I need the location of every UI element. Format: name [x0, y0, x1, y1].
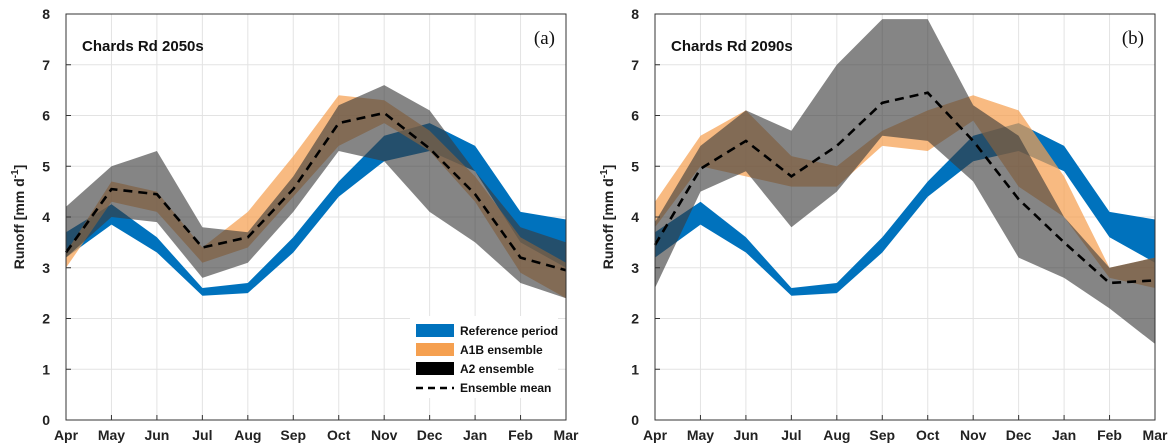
- y-tick-label: 1: [631, 361, 639, 377]
- y-tick-label: 3: [42, 260, 50, 276]
- legend: Reference period A1B ensemble A2 ensemble E…: [410, 316, 558, 398]
- x-tick-label: May: [98, 427, 125, 443]
- y-tick-label: 0: [42, 412, 50, 428]
- y-tick-label: 6: [631, 108, 639, 124]
- y-tick-label: 8: [631, 6, 639, 22]
- band-a2-ensemble: [66, 85, 566, 299]
- legend-label: A1B ensemble: [460, 343, 543, 357]
- x-tick-label: Apr: [643, 427, 668, 443]
- x-tick-label: Sep: [280, 427, 306, 443]
- panel-a: 0 1 2 3 4 5 6 7 8 Apr May Jun Jul Aug Sep Oct Nov Dec Jan F…: [10, 6, 579, 443]
- chart-title: Chards Rd 2050s: [82, 38, 204, 55]
- y-tick-label: 3: [631, 260, 639, 276]
- x-tick-label: Feb: [508, 427, 533, 443]
- y-tick-label: 5: [42, 158, 50, 174]
- y-tick-label: 2: [42, 311, 50, 327]
- band-a1b-ensemble: [655, 95, 1155, 288]
- y-axis-label: Runoff [mm d-1]: [10, 165, 27, 270]
- x-tick-label: Jan: [1052, 427, 1076, 443]
- y-axis-label-end: ]: [600, 165, 616, 170]
- y-tick-label: 1: [42, 361, 50, 377]
- y-axis-label-main: Runoff [mm d: [11, 178, 27, 269]
- legend-label: Ensemble mean: [460, 381, 551, 395]
- y-axis-label-sup: -1: [599, 169, 610, 178]
- ensemble-mean-line: [653, 91, 1156, 285]
- x-tick-label: Oct: [327, 427, 351, 443]
- x-tick-label: May: [687, 427, 714, 443]
- x-tick-label: Oct: [916, 427, 940, 443]
- y-tick-label: 4: [631, 209, 639, 225]
- legend-label: A2 ensemble: [460, 362, 534, 376]
- x-tick-label: Mar: [1143, 427, 1168, 443]
- x-tick-label: Sep: [869, 427, 895, 443]
- x-tick-label: Jun: [733, 427, 758, 443]
- panel-label: (b): [1122, 28, 1144, 49]
- x-tick-label: Jul: [192, 427, 212, 443]
- x-tick-label: Mar: [554, 427, 579, 443]
- y-tick-label: 8: [42, 6, 50, 22]
- chart-title: Chards Rd 2090s: [671, 38, 793, 55]
- x-tick-label: Jun: [144, 427, 169, 443]
- y-tick-label: 0: [631, 412, 639, 428]
- x-tick-label: Apr: [54, 427, 79, 443]
- x-tick-label: Dec: [417, 427, 443, 443]
- x-tick-label: Nov: [960, 427, 987, 443]
- y-axis-label-main: Runoff [mm d: [600, 178, 616, 269]
- x-tick-label: Nov: [371, 427, 398, 443]
- legend-label: Reference period: [460, 324, 558, 338]
- y-tick-label: 2: [631, 311, 639, 327]
- panel-label: (a): [534, 28, 555, 49]
- y-tick-label: 7: [631, 57, 639, 73]
- x-tick-label: Dec: [1006, 427, 1032, 443]
- legend-swatch: [416, 362, 454, 375]
- y-axis-label: Runoff [mm d-1]: [599, 165, 616, 270]
- x-tick-label: Aug: [234, 427, 261, 443]
- y-axis-label-end: ]: [11, 165, 27, 170]
- y-axis-label-sup: -1: [10, 169, 21, 178]
- y-tick-label: 5: [631, 158, 639, 174]
- panel-b: 0 1 2 3 4 5 6 7 8 Apr May Jun Jul Aug Sep Oct Nov Dec Jan F…: [599, 6, 1168, 443]
- legend-swatch: [416, 343, 454, 356]
- x-tick-label: Jul: [781, 427, 801, 443]
- legend-swatch: [416, 324, 454, 337]
- y-tick-label: 6: [42, 108, 50, 124]
- x-tick-label: Jan: [463, 427, 487, 443]
- y-tick-label: 4: [42, 209, 50, 225]
- band-a2-ensemble: [655, 19, 1155, 344]
- y-tick-label: 7: [42, 57, 50, 73]
- ensemble-mean-line: [64, 111, 567, 272]
- x-tick-label: Aug: [823, 427, 850, 443]
- x-tick-label: Feb: [1097, 427, 1122, 443]
